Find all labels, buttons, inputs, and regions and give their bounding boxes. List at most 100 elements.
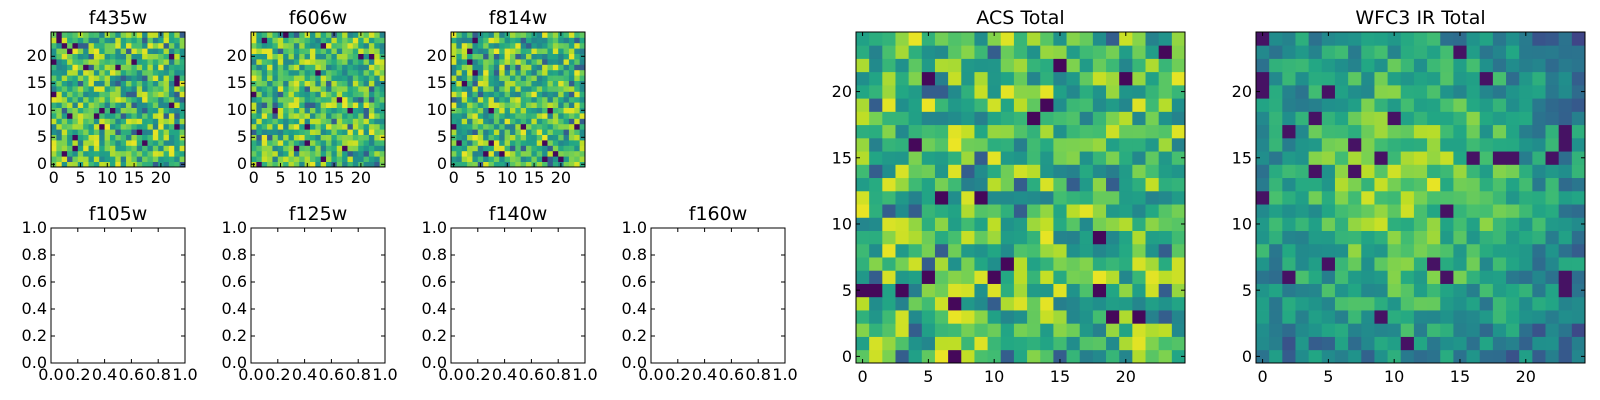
cell	[272, 86, 279, 92]
cell	[251, 102, 257, 108]
cell	[293, 145, 300, 152]
cell	[61, 102, 68, 108]
cell	[1308, 71, 1323, 86]
cell	[115, 69, 122, 76]
cell	[499, 37, 505, 44]
cell	[1466, 84, 1481, 99]
cell	[1387, 257, 1402, 271]
cell	[1334, 58, 1349, 73]
cell	[520, 91, 527, 98]
cell	[61, 150, 68, 157]
cell	[1040, 45, 1054, 59]
cell	[326, 48, 332, 54]
cell	[56, 64, 63, 71]
cell	[277, 42, 284, 49]
cell	[1519, 257, 1533, 271]
cell	[542, 42, 548, 49]
cell	[1374, 230, 1388, 245]
cell	[1053, 190, 1067, 205]
cell	[142, 96, 148, 103]
cell	[1132, 336, 1146, 351]
cell	[1479, 349, 1494, 364]
cell	[456, 102, 463, 108]
cell	[974, 270, 988, 284]
cell	[882, 323, 896, 337]
cell	[547, 37, 554, 44]
cell	[520, 150, 527, 157]
cell	[126, 150, 132, 157]
cell	[483, 80, 489, 87]
cell	[493, 42, 500, 49]
cell	[1334, 32, 1349, 46]
cell	[1571, 58, 1586, 73]
cell	[358, 156, 364, 162]
cell	[934, 98, 949, 112]
cell	[1106, 336, 1120, 351]
cell	[1506, 336, 1520, 351]
cell	[347, 86, 354, 92]
cell	[51, 113, 57, 119]
cell	[520, 69, 527, 76]
cell	[1453, 217, 1467, 231]
cell	[304, 91, 311, 98]
cell	[961, 310, 975, 324]
cell	[61, 145, 68, 152]
cell	[267, 53, 273, 60]
cell	[1374, 336, 1388, 351]
cell	[515, 161, 522, 168]
cell	[1308, 204, 1323, 218]
cell	[358, 37, 364, 44]
cell	[1119, 217, 1133, 231]
cell	[1256, 151, 1270, 165]
cell	[56, 37, 63, 44]
cell	[168, 42, 175, 49]
cell	[1066, 349, 1081, 364]
cell	[104, 96, 111, 103]
cell	[908, 45, 923, 59]
cell	[99, 156, 105, 162]
cell	[1027, 243, 1041, 258]
cell	[88, 91, 95, 98]
cell	[520, 161, 527, 168]
cell	[1440, 270, 1454, 284]
cell	[526, 37, 532, 44]
cell	[77, 140, 84, 146]
cell	[1027, 98, 1041, 112]
heatmap-wfc3-ir-total	[1256, 32, 1586, 364]
cell	[1308, 137, 1323, 152]
cell	[1506, 349, 1520, 364]
cell	[1492, 296, 1507, 311]
cell	[120, 48, 127, 54]
cell	[574, 129, 581, 135]
cell	[1492, 243, 1507, 258]
cell	[368, 96, 375, 103]
cell	[309, 150, 316, 157]
cell	[1013, 111, 1028, 126]
cell	[251, 140, 257, 146]
cell	[1348, 349, 1362, 364]
cell	[1427, 257, 1441, 271]
cell	[152, 75, 159, 81]
cell	[152, 156, 159, 162]
cell	[1269, 124, 1283, 139]
cell	[1027, 310, 1041, 324]
cell	[93, 53, 100, 60]
x-tick-label: 0.8	[745, 365, 770, 384]
cell	[1492, 58, 1507, 73]
cell	[1374, 71, 1388, 86]
cell	[131, 102, 138, 108]
cell	[472, 80, 479, 87]
cell	[1361, 243, 1375, 258]
cell	[1027, 336, 1041, 351]
cell	[83, 150, 89, 157]
cell	[163, 102, 170, 108]
cell	[142, 48, 148, 54]
cell	[374, 113, 381, 119]
cell	[1269, 84, 1283, 99]
cell	[152, 86, 159, 92]
cell	[1256, 230, 1270, 245]
cell	[1092, 230, 1107, 245]
cell	[163, 123, 170, 130]
cell	[472, 59, 479, 65]
cell	[1256, 296, 1270, 311]
